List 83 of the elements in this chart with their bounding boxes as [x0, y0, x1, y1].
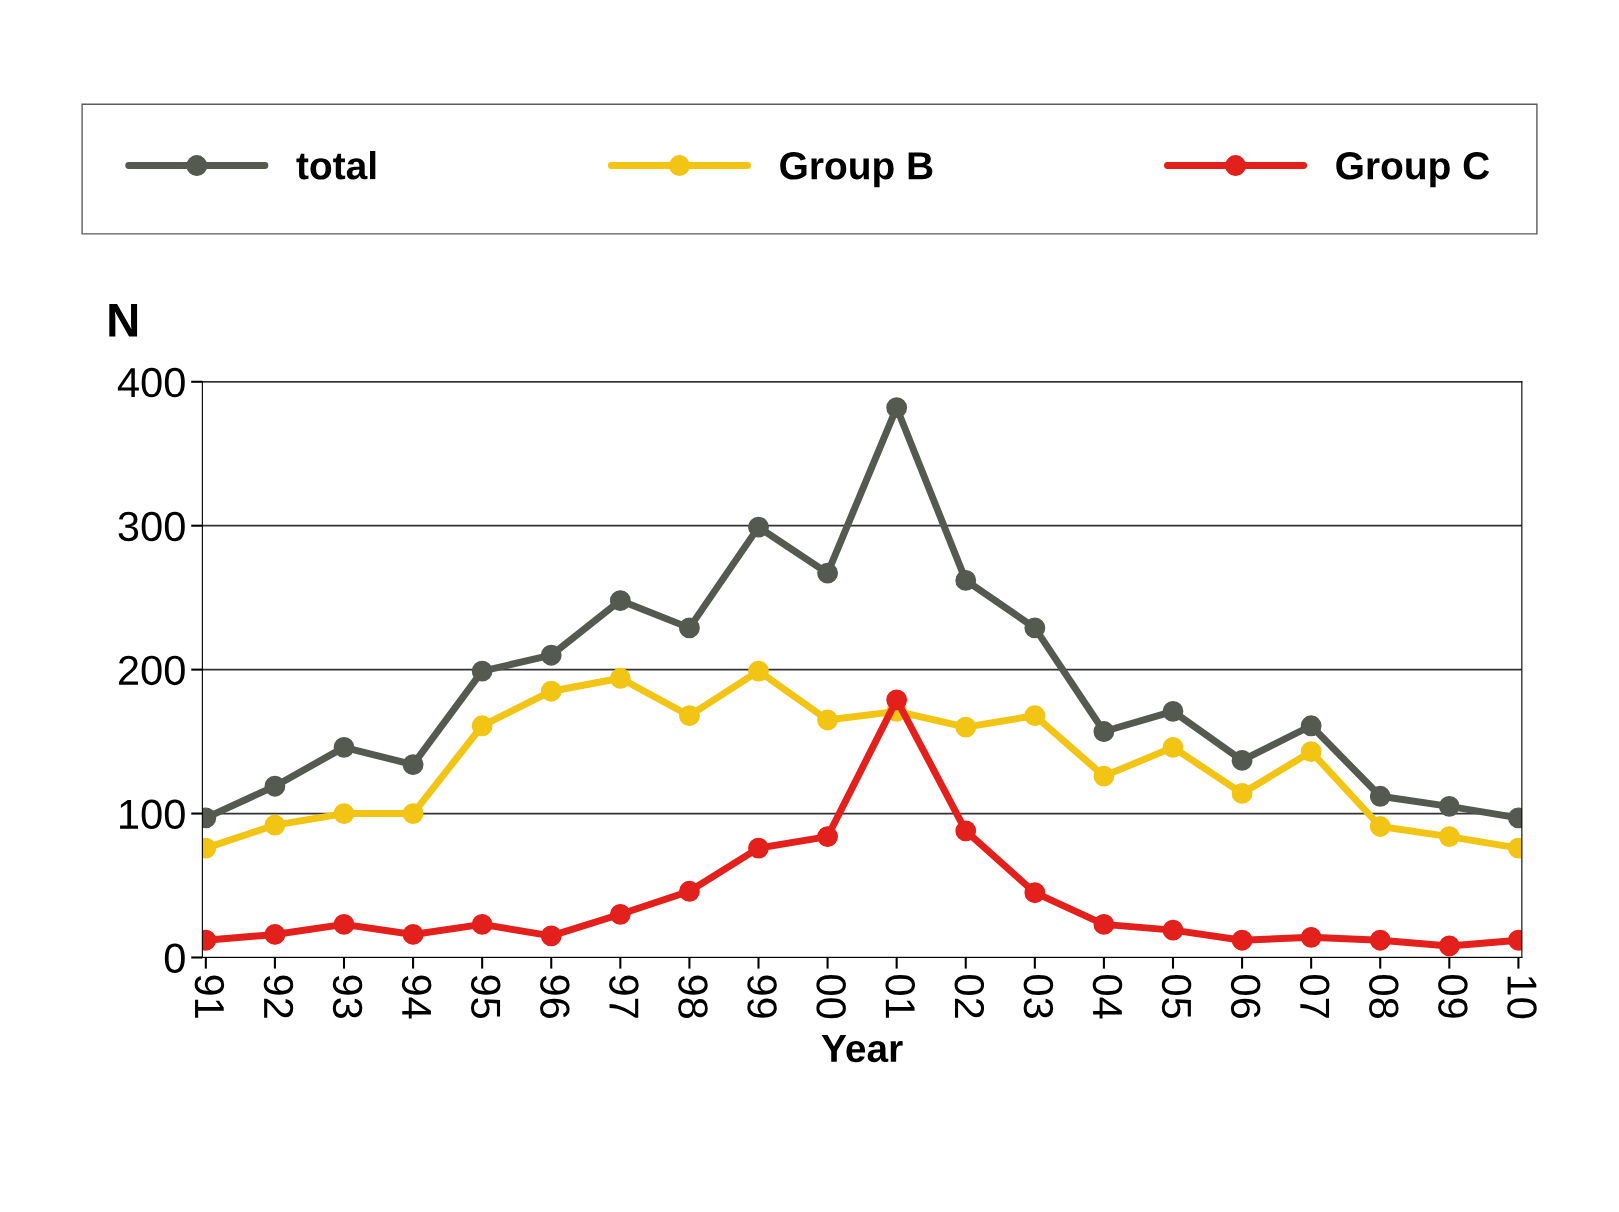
x-tick-label: 99 [747, 975, 777, 1018]
point [1024, 705, 1046, 727]
point [609, 667, 631, 689]
point [1300, 715, 1322, 737]
legend-label: total [296, 150, 376, 180]
point [955, 716, 977, 738]
x-tick-label: 07 [1299, 975, 1330, 1018]
y-tick-label: 400 [117, 367, 185, 398]
x-tick-label: 97 [609, 975, 639, 1018]
point [402, 924, 424, 945]
point [1024, 882, 1046, 904]
y-axis-title: N [109, 303, 138, 337]
point [264, 775, 286, 797]
x-tick-label: 01 [885, 975, 915, 1018]
legend-label: Group C [1336, 151, 1490, 188]
point [264, 814, 286, 836]
point [1231, 749, 1253, 771]
x-tick-label: 96 [540, 975, 570, 1018]
y-tick-label: 300 [118, 511, 185, 542]
point [1369, 785, 1391, 807]
x-tick-label: 06 [1230, 975, 1261, 1018]
x-tick-label: 09 [1438, 975, 1468, 1018]
point [402, 754, 424, 776]
x-tick-label: 98 [678, 975, 708, 1018]
x-tick-label: 95 [470, 975, 501, 1019]
x-tick-label: 93 [332, 975, 363, 1018]
point [1231, 929, 1253, 951]
point [471, 660, 493, 682]
x-tick-label: 02 [954, 975, 985, 1018]
point [886, 397, 908, 419]
y-tick-label: 100 [120, 799, 185, 830]
point [748, 837, 769, 859]
point [1162, 736, 1184, 758]
x-tick-label: 08 [1369, 975, 1399, 1018]
point [609, 590, 631, 611]
point [1093, 913, 1115, 935]
point [955, 820, 977, 842]
point [471, 913, 493, 935]
x-tick-label: 03 [1023, 975, 1054, 1018]
x-tick-label: 05 [1161, 975, 1192, 1019]
point [678, 617, 700, 639]
point [1438, 935, 1460, 957]
point [1024, 617, 1046, 639]
point [748, 660, 769, 682]
point [1438, 826, 1460, 848]
point [333, 803, 355, 824]
x-tick-label: 94 [401, 975, 432, 1019]
point [540, 644, 562, 666]
point [1093, 765, 1115, 787]
point [678, 705, 700, 727]
point [471, 715, 493, 737]
point [1369, 929, 1391, 951]
point [540, 680, 562, 702]
point [1438, 795, 1460, 817]
point [1231, 782, 1253, 804]
point [748, 516, 769, 538]
point [264, 924, 286, 945]
point [817, 826, 838, 848]
x-tick-label: 10 [1507, 976, 1537, 1019]
point [1162, 700, 1184, 722]
point [402, 803, 424, 824]
point [609, 903, 631, 925]
point [1162, 919, 1184, 941]
point [1093, 721, 1115, 742]
y-tick-label: 0 [164, 943, 185, 973]
x-axis-title: Year [821, 1035, 903, 1063]
point [1369, 816, 1391, 837]
point [678, 880, 700, 902]
y-tick-label: 200 [118, 655, 185, 686]
x-tick-label: 04 [1092, 975, 1123, 1019]
point [1300, 926, 1322, 948]
point [333, 913, 355, 935]
legend-label: Group B [780, 151, 933, 188]
point [1300, 741, 1322, 763]
point [886, 689, 908, 711]
point [817, 709, 838, 731]
point [540, 925, 562, 947]
x-tick-label: 92 [263, 975, 294, 1018]
point [333, 736, 355, 758]
point [817, 562, 838, 584]
point [955, 569, 977, 591]
x-tick-label: 91 [194, 975, 225, 1018]
x-tick-label: 00 [816, 975, 846, 1019]
